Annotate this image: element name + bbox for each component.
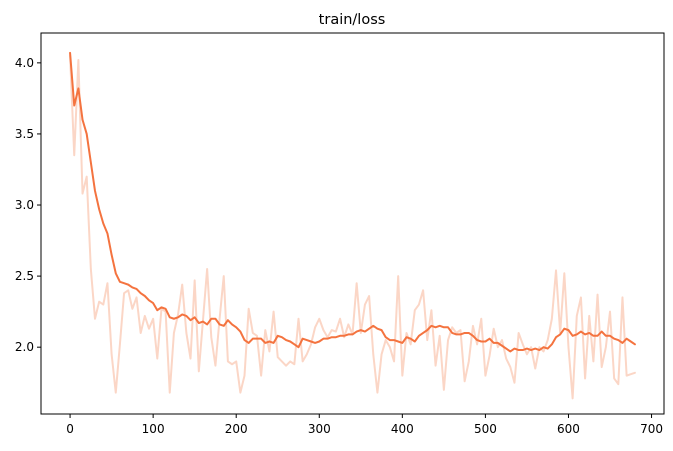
y-tick-label: 3.0: [15, 198, 34, 212]
y-tick-label: 4.0: [15, 56, 34, 70]
plot-area: [40, 32, 665, 415]
chart-title: train/loss: [319, 12, 386, 28]
axes-frame: [40, 32, 665, 415]
x-tick-label: 200: [225, 422, 248, 436]
x-tick-label: 600: [557, 422, 580, 436]
x-tick-label: 400: [391, 422, 414, 436]
x-tick-label: 300: [308, 422, 331, 436]
x-tick-label: 100: [142, 422, 165, 436]
y-axis: 2.0 2.5 3.0 3.5 4.0: [15, 56, 41, 354]
y-tick-label: 2.5: [15, 269, 34, 283]
smoothed-series-line: [69, 51, 636, 353]
y-tick-label: 3.5: [15, 127, 34, 141]
x-axis: 0 100 200 300 400 500 600 700: [66, 414, 663, 436]
y-tick-label: 2.0: [15, 340, 34, 354]
x-tick-label: 0: [66, 422, 74, 436]
x-tick-label: 500: [474, 422, 497, 436]
x-tick-label: 700: [640, 422, 663, 436]
